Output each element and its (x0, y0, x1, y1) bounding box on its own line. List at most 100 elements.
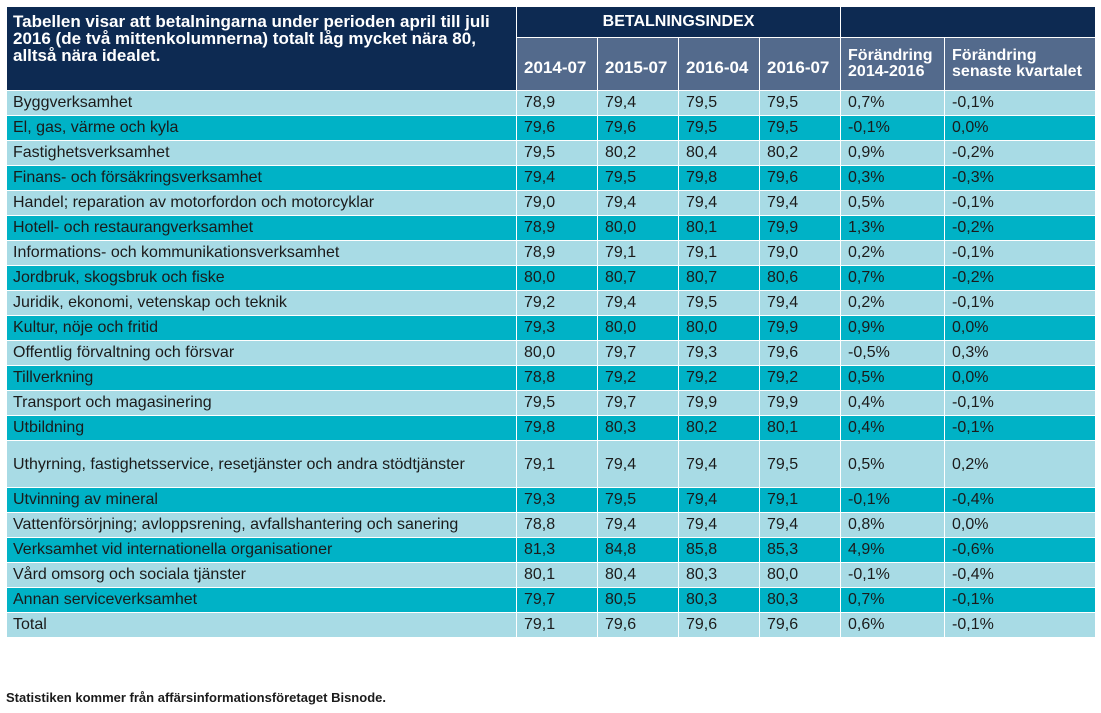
value-cell: 80,5 (597, 587, 679, 613)
value-cell: 79,4 (597, 512, 679, 538)
value-cell: 79,6 (758, 612, 842, 638)
value-cell: 79,4 (678, 487, 760, 513)
value-cell: 0,9% (840, 315, 946, 341)
value-cell: 80,1 (516, 562, 598, 588)
value-cell: 80,3 (758, 587, 842, 613)
row-label: Transport och magasinering (6, 390, 517, 416)
source-footnote: Statistiken kommer från affärsinformatio… (6, 690, 386, 705)
value-cell: 79,7 (597, 390, 679, 416)
row-label: Utvinning av mineral (6, 487, 517, 513)
value-cell: 79,7 (597, 340, 679, 366)
table-row: Fastighetsverksamhet 79,5 80,2 80,4 80,2 0,9%… (6, 140, 1097, 166)
table-row: Handel; reparation av motorfordon och mo… (6, 190, 1097, 216)
table-row: Vård omsorg och sociala tjänster 80,1 80,4… (6, 562, 1097, 588)
value-cell: 80,4 (597, 562, 679, 588)
value-cell: 79,0 (758, 240, 842, 266)
value-cell: 79,7 (516, 587, 598, 613)
row-label: Utbildning (6, 415, 517, 441)
table-row: Byggverksamhet 78,9 79,4 79,5 79,5 0,7% -0,1% (6, 90, 1097, 116)
value-cell: 4,9% (840, 537, 946, 563)
value-cell: 79,4 (678, 440, 760, 488)
value-cell: -0,5% (840, 340, 946, 366)
row-label: Byggverksamhet (6, 90, 517, 116)
value-cell: 80,0 (678, 315, 760, 341)
row-label: El, gas, värme och kyla (6, 115, 517, 141)
group-header-blank (840, 6, 1097, 38)
row-label: Uthyrning, fastighetsservice, resetjänst… (6, 440, 517, 488)
table-row: Annan serviceverksamhet 79,7 80,5 80,3 80,3 0… (6, 587, 1097, 613)
value-cell: 80,0 (758, 562, 842, 588)
value-cell: 0,9% (840, 140, 946, 166)
value-cell: 79,8 (678, 165, 760, 191)
value-cell: -0,3% (944, 165, 1097, 191)
value-cell: 80,3 (678, 562, 760, 588)
value-cell: 79,5 (516, 140, 598, 166)
value-cell: -0,1% (944, 587, 1097, 613)
row-label: Annan serviceverksamhet (6, 587, 517, 613)
value-cell: -0,1% (944, 290, 1097, 316)
column-header-2014-07: 2014-07 (516, 37, 598, 91)
table-row: Uthyrning, fastighetsservice, resetjänst… (6, 440, 1097, 488)
table-row: El, gas, värme och kyla 79,6 79,6 79,5 79,5-… (6, 115, 1097, 141)
value-cell: 80,2 (597, 140, 679, 166)
value-cell: 79,4 (758, 512, 842, 538)
value-cell: 79,0 (516, 190, 598, 216)
value-cell: 0,4% (840, 415, 946, 441)
row-label: Vattenförsörjning; avloppsrening, avfall… (6, 512, 517, 538)
value-cell: 0,2% (944, 440, 1097, 488)
value-cell: 79,2 (516, 290, 598, 316)
value-cell: 79,5 (678, 290, 760, 316)
value-cell: 79,5 (678, 90, 760, 116)
value-cell: 0,0% (944, 115, 1097, 141)
value-cell: 80,7 (678, 265, 760, 291)
row-label: Kultur, nöje och fritid (6, 315, 517, 341)
value-cell: 81,3 (516, 537, 598, 563)
value-cell: 79,4 (516, 165, 598, 191)
value-cell: 79,5 (597, 487, 679, 513)
value-cell: 0,7% (840, 587, 946, 613)
value-cell: 79,4 (678, 512, 760, 538)
table-row: Hotell- och restaurangverksamhet 78,9 80,0… (6, 215, 1097, 241)
value-cell: 80,4 (678, 140, 760, 166)
value-cell: -0,4% (944, 562, 1097, 588)
value-cell: 0,8% (840, 512, 946, 538)
value-cell: -0,1% (944, 390, 1097, 416)
value-cell: -0,2% (944, 265, 1097, 291)
value-cell: 79,5 (597, 165, 679, 191)
column-header-2015-07: 2015-07 (597, 37, 679, 91)
value-cell: 0,2% (840, 240, 946, 266)
betalningsindex-table: Tabellen visar att betalningarna under p… (6, 6, 1097, 638)
value-cell: 0,5% (840, 365, 946, 391)
value-cell: -0,2% (944, 140, 1097, 166)
value-cell: 79,1 (597, 240, 679, 266)
value-cell: -0,1% (944, 190, 1097, 216)
value-cell: 80,3 (678, 587, 760, 613)
value-cell: 80,0 (516, 340, 598, 366)
value-cell: 80,6 (758, 265, 842, 291)
row-label: Hotell- och restaurangverksamhet (6, 215, 517, 241)
value-cell: 78,9 (516, 215, 598, 241)
table-row: Transport och magasinering 79,5 79,7 79,9 79… (6, 390, 1097, 416)
value-cell: 79,8 (516, 415, 598, 441)
table-row: Vattenförsörjning; avloppsrening, avfall… (6, 512, 1097, 538)
table-body: Byggverksamhet 78,9 79,4 79,5 79,5 0,7% -0,1% E… (6, 90, 1097, 638)
value-cell: 0,4% (840, 390, 946, 416)
row-label: Verksamhet vid internationella organisat… (6, 537, 517, 563)
table-row: Finans- och försäkringsverksamhet 79,4 79,… (6, 165, 1097, 191)
value-cell: -0,1% (840, 487, 946, 513)
value-cell: 79,3 (516, 315, 598, 341)
value-cell: 0,0% (944, 512, 1097, 538)
value-cell: 0,5% (840, 440, 946, 488)
row-label: Fastighetsverksamhet (6, 140, 517, 166)
value-cell: 79,4 (597, 90, 679, 116)
value-cell: 79,6 (597, 115, 679, 141)
value-cell: 80,1 (678, 215, 760, 241)
value-cell: -0,1% (944, 415, 1097, 441)
value-cell: 79,6 (597, 612, 679, 638)
value-cell: 79,5 (758, 440, 842, 488)
value-cell: 79,5 (678, 115, 760, 141)
value-cell: 78,8 (516, 512, 598, 538)
row-label: Informations- och kommunikationsverksamh… (6, 240, 517, 266)
value-cell: 0,0% (944, 315, 1097, 341)
header-row-columns: 2014-07 2015-07 2016-04 2016-07 Förändri… (7, 37, 1097, 91)
